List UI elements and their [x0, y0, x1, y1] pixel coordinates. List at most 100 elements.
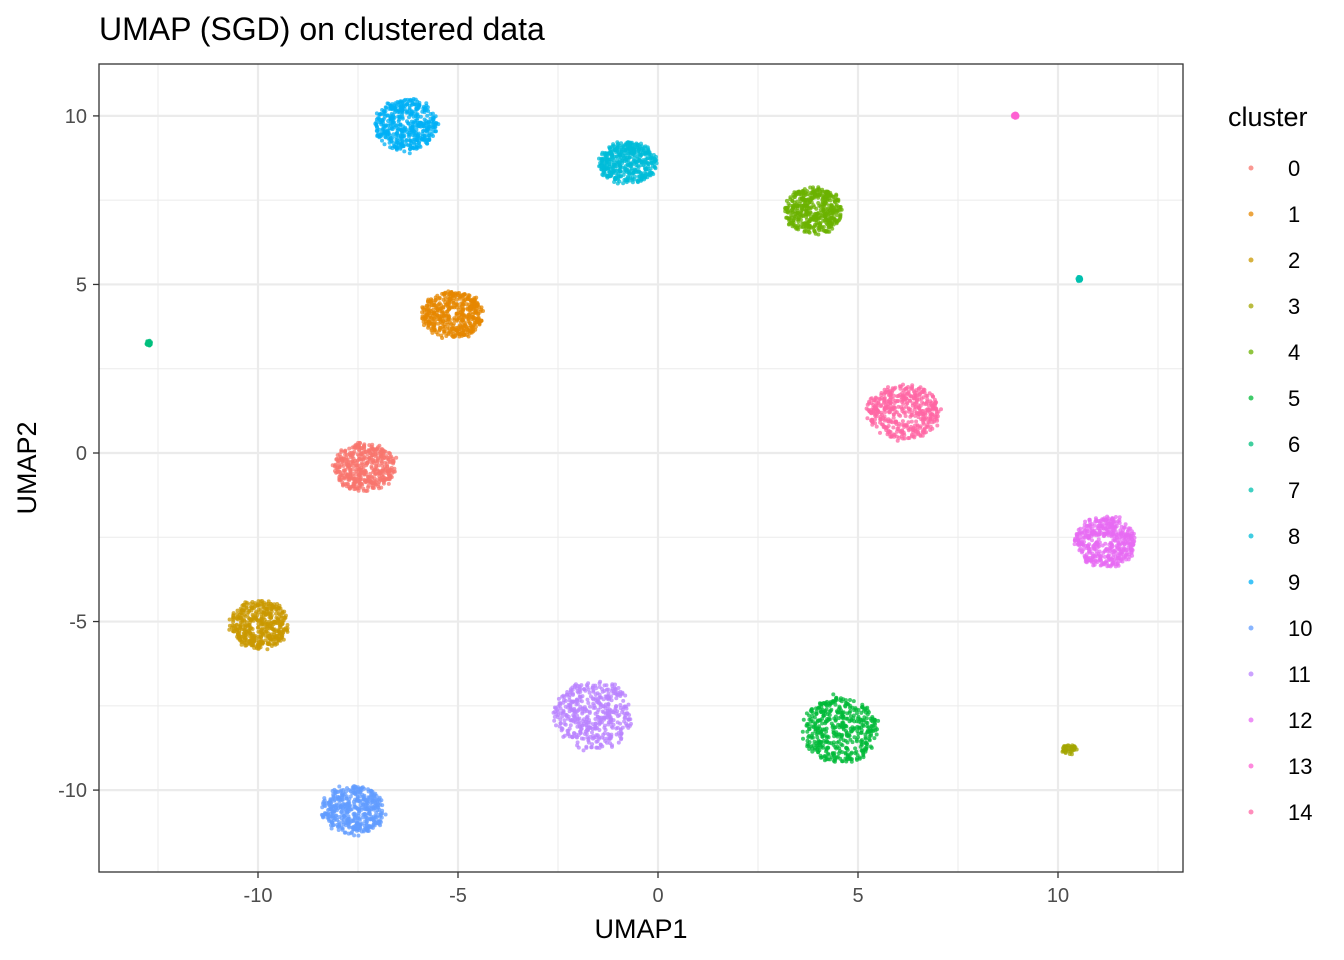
- point-cluster-2: [264, 629, 269, 634]
- point-cluster-11: [588, 734, 593, 739]
- point-cluster-5: [849, 759, 854, 764]
- point-cluster-11: [569, 689, 573, 693]
- point-cluster-8: [639, 159, 644, 164]
- point-cluster-11: [564, 692, 569, 697]
- point-cluster-8: [604, 174, 609, 178]
- point-cluster-11: [557, 724, 562, 729]
- point-cluster-5: [851, 699, 856, 704]
- point-cluster-8: [611, 162, 616, 167]
- point-cluster-2: [244, 630, 249, 635]
- point-cluster-11: [584, 723, 589, 728]
- point-cluster-9: [405, 101, 410, 106]
- point-cluster-5: [876, 718, 881, 723]
- point-cluster-1: [420, 305, 425, 310]
- point-cluster-10: [331, 823, 336, 827]
- point-cluster-10: [334, 813, 339, 818]
- point-cluster-11: [564, 713, 569, 718]
- point-cluster-9: [414, 106, 419, 111]
- point-cluster-9: [380, 138, 384, 143]
- point-cluster-8: [601, 173, 606, 178]
- point-cluster-9: [386, 119, 391, 123]
- point-cluster-5: [824, 726, 829, 731]
- point-cluster-12: [1117, 515, 1122, 520]
- point-cluster-2: [271, 605, 276, 610]
- point-cluster-2: [250, 617, 254, 622]
- point-cluster-9: [376, 131, 381, 136]
- point-cluster-9: [375, 128, 380, 133]
- point-cluster-12: [1093, 519, 1098, 524]
- point-cluster-4: [793, 223, 798, 228]
- point-cluster-3: [1069, 752, 1074, 757]
- point-cluster-12: [1121, 528, 1126, 533]
- point-cluster-5: [849, 750, 854, 755]
- point-cluster-11: [560, 714, 565, 719]
- point-cluster-11: [614, 696, 619, 701]
- point-cluster-9: [388, 136, 393, 141]
- point-cluster-1: [461, 298, 466, 303]
- point-cluster-5: [824, 757, 829, 762]
- point-cluster-0: [347, 478, 352, 483]
- point-cluster-4: [822, 200, 827, 205]
- point-cluster-11: [614, 704, 619, 709]
- point-cluster-5: [810, 749, 815, 754]
- point-cluster-2: [238, 637, 242, 642]
- point-cluster-11: [570, 700, 575, 705]
- point-cluster-8: [635, 163, 640, 168]
- point-cluster-2: [259, 635, 263, 640]
- point-cluster-5: [819, 702, 824, 707]
- point-cluster-11: [626, 702, 631, 707]
- point-cluster-2: [239, 642, 244, 647]
- point-cluster-9: [420, 129, 425, 134]
- point-cluster-5: [834, 730, 839, 735]
- point-cluster-5: [816, 750, 821, 754]
- point-cluster-10: [373, 791, 378, 796]
- point-cluster-10: [343, 813, 348, 818]
- point-cluster-11: [597, 716, 602, 720]
- point-cluster-14: [892, 393, 896, 398]
- point-cluster-12: [1117, 552, 1122, 557]
- point-cluster-4: [834, 208, 839, 213]
- point-cluster-0: [356, 453, 361, 458]
- point-cluster-11: [585, 714, 590, 719]
- point-cluster-8: [643, 152, 648, 157]
- point-cluster-5: [838, 736, 843, 741]
- point-cluster-4: [801, 191, 806, 196]
- point-cluster-4: [796, 227, 801, 232]
- cluster-9: [373, 97, 441, 156]
- point-cluster-5: [830, 725, 835, 730]
- point-cluster-11: [598, 742, 603, 747]
- point-cluster-11: [624, 706, 629, 711]
- point-cluster-11: [587, 720, 592, 725]
- point-cluster-12: [1093, 530, 1097, 535]
- point-cluster-11: [601, 732, 606, 737]
- point-cluster-2: [285, 623, 290, 627]
- point-cluster-10: [348, 803, 352, 808]
- point-cluster-11: [555, 715, 560, 720]
- point-cluster-4: [799, 206, 804, 211]
- point-cluster-11: [575, 740, 580, 745]
- point-cluster-10: [337, 801, 342, 806]
- point-cluster-12: [1084, 527, 1089, 532]
- point-cluster-0: [384, 470, 389, 475]
- point-cluster-0: [374, 463, 379, 468]
- point-cluster-0: [360, 482, 365, 487]
- point-cluster-4: [793, 214, 798, 219]
- point-cluster-9: [397, 114, 402, 119]
- point-cluster-11: [606, 687, 611, 692]
- point-cluster-11: [613, 682, 617, 687]
- cluster-11: [551, 679, 633, 753]
- point-cluster-12: [1100, 523, 1105, 528]
- point-cluster-12: [1112, 528, 1116, 533]
- point-cluster-14: [913, 413, 918, 418]
- point-cluster-2: [267, 642, 272, 647]
- point-cluster-12: [1115, 545, 1120, 550]
- point-cluster-11: [618, 728, 623, 733]
- point-cluster-5: [804, 723, 809, 728]
- point-cluster-9: [383, 124, 388, 129]
- point-cluster-8: [647, 153, 652, 157]
- point-cluster-9: [396, 119, 401, 124]
- point-cluster-2: [227, 617, 232, 622]
- cluster-10: [319, 784, 388, 838]
- point-cluster-10: [331, 804, 336, 809]
- point-cluster-0: [370, 484, 375, 489]
